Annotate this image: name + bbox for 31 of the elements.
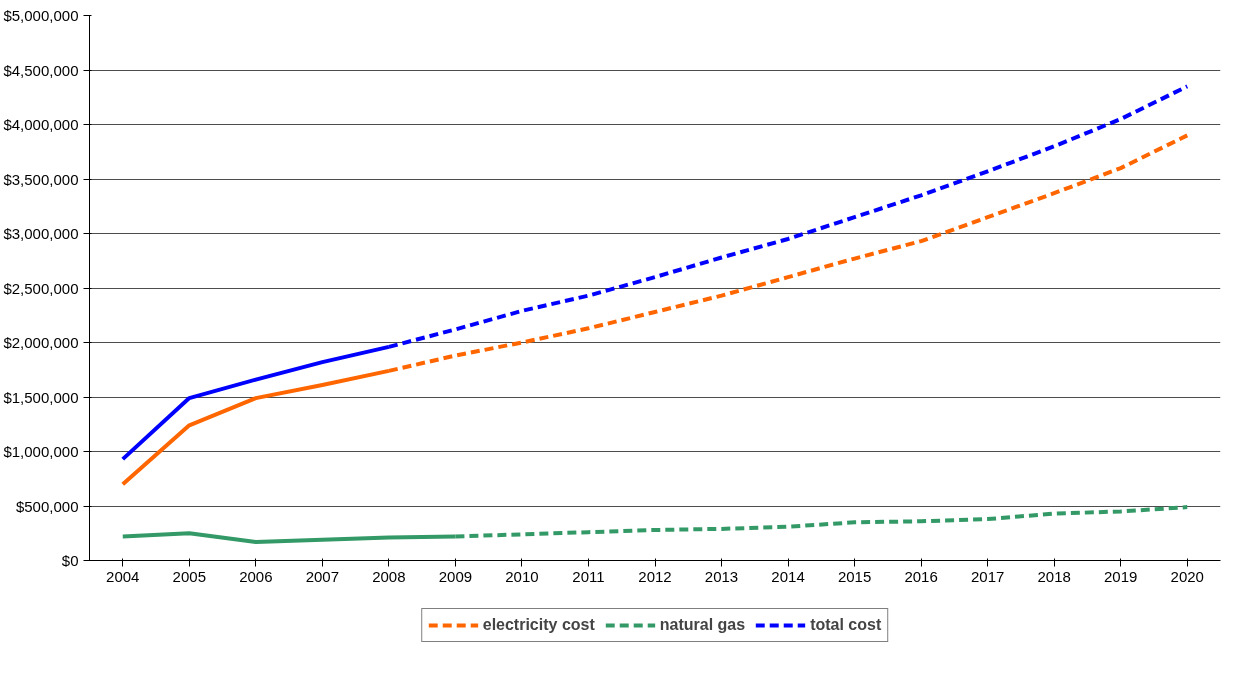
legend-label: natural gas bbox=[659, 616, 746, 634]
x-tick-label: 2019 bbox=[1104, 567, 1138, 585]
legend-label: total cost bbox=[810, 616, 882, 634]
y-tick-label: $0 bbox=[61, 552, 79, 569]
x-tick-label: 2004 bbox=[106, 567, 140, 585]
x-tick-label: 2007 bbox=[305, 567, 340, 585]
x-tick-label: 2006 bbox=[239, 567, 273, 585]
x-tick-label: 2005 bbox=[172, 567, 206, 585]
y-tick-label: $3,500,000 bbox=[3, 170, 79, 188]
x-tick-label: 2016 bbox=[904, 567, 938, 585]
x-tick-label: 2017 bbox=[970, 567, 1005, 585]
x-tick-label: 2010 bbox=[505, 567, 539, 585]
y-tick-label: $1,000,000 bbox=[3, 443, 79, 460]
x-tick-label: 2014 bbox=[771, 567, 805, 585]
y-tick-label: $1,500,000 bbox=[3, 388, 79, 406]
x-tick-label: 2013 bbox=[704, 567, 739, 585]
y-tick-label: $3,000,000 bbox=[3, 225, 79, 242]
x-tick-label: 2018 bbox=[1037, 567, 1071, 585]
x-tick-label: 2015 bbox=[837, 567, 872, 585]
x-tick-label: 2008 bbox=[372, 567, 406, 585]
y-tick-label: $4,000,000 bbox=[3, 116, 79, 133]
y-tick-label: $5,000,000 bbox=[3, 7, 79, 24]
legend-label: electricity cost bbox=[482, 616, 595, 634]
x-tick-label: 2012 bbox=[638, 567, 672, 585]
x-tick-label: 2020 bbox=[1170, 567, 1204, 585]
y-tick-label: $2,000,000 bbox=[3, 334, 79, 351]
y-tick-label: $2,500,000 bbox=[3, 279, 79, 297]
y-tick-label: $4,500,000 bbox=[3, 61, 79, 79]
y-tick-label: $500,000 bbox=[15, 497, 79, 515]
x-tick-label: 2009 bbox=[438, 567, 473, 585]
x-tick-label: 2011 bbox=[572, 567, 605, 585]
